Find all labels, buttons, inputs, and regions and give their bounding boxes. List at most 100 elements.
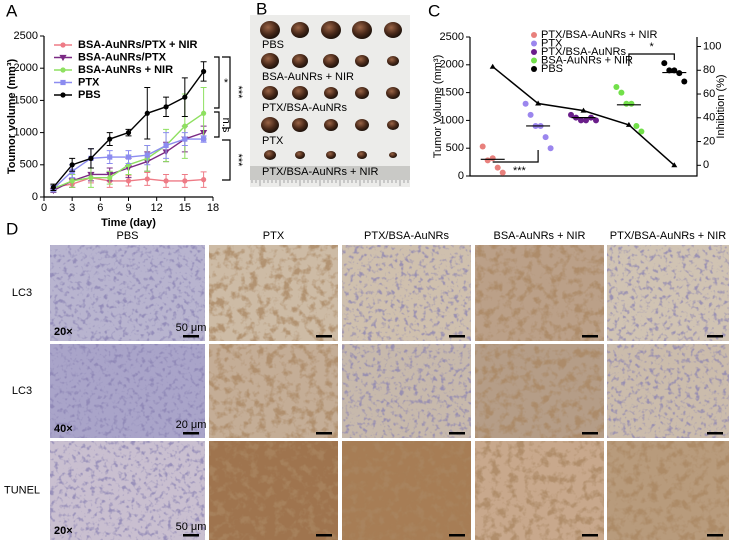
marker xyxy=(50,184,56,190)
micrograph-texture xyxy=(209,245,338,341)
scale-bar xyxy=(582,432,598,435)
micrograph-texture xyxy=(607,441,729,540)
tumor xyxy=(261,53,279,69)
scale-bar xyxy=(316,432,332,435)
scale-bar xyxy=(316,335,332,338)
data-point xyxy=(671,67,678,74)
data-point xyxy=(547,145,554,152)
scale-bar xyxy=(183,534,199,537)
micrograph-texture xyxy=(342,344,471,438)
micrograph-texture xyxy=(607,344,729,438)
tumor xyxy=(324,87,338,99)
micrograph-texture xyxy=(209,441,338,540)
marker xyxy=(107,136,113,142)
y2-tick-label: 80 xyxy=(703,64,715,76)
y2-tick-label: 40 xyxy=(703,112,715,124)
micrograph-texture xyxy=(50,245,205,341)
inhibition-marker xyxy=(489,63,496,69)
column-header: PTX/BSA-AuNRs + NIR xyxy=(610,230,727,242)
legend-label: BSA-AuNRs + NIR xyxy=(541,54,633,66)
magnification: 40× xyxy=(54,423,73,435)
scale-bar xyxy=(707,534,723,537)
data-point xyxy=(633,122,640,129)
legend-marker xyxy=(531,66,537,72)
marker xyxy=(125,178,132,184)
data-point xyxy=(638,128,645,135)
micrograph-texture xyxy=(342,245,471,341)
scale-bar xyxy=(183,335,199,338)
row-label: PTX xyxy=(262,135,284,147)
inhibition-marker xyxy=(580,107,587,113)
data-point xyxy=(494,164,501,171)
y-tick-label: 2500 xyxy=(14,30,38,42)
panel-label: C xyxy=(428,1,440,20)
data-point xyxy=(628,100,635,107)
tumor xyxy=(355,87,369,99)
x-tick-label: 6 xyxy=(97,202,103,214)
marker xyxy=(144,176,150,182)
annotation: * xyxy=(649,41,654,53)
marker xyxy=(182,136,188,142)
tumor xyxy=(326,151,336,159)
marker xyxy=(60,67,66,73)
data-point xyxy=(499,169,506,176)
y-tick-label: 500 xyxy=(20,159,38,171)
marker xyxy=(88,175,94,181)
tumor xyxy=(260,21,280,39)
column-header: PBS xyxy=(116,230,138,242)
y2-tick-label: 20 xyxy=(703,135,715,147)
data-point xyxy=(583,117,589,124)
x-tick-label: 9 xyxy=(125,202,131,214)
marker xyxy=(201,136,207,142)
scale-bar xyxy=(707,335,723,338)
data-point xyxy=(479,143,486,150)
marker xyxy=(59,54,67,62)
panel-label: B xyxy=(256,0,267,18)
marker xyxy=(60,42,66,48)
y-tick-label: 2000 xyxy=(440,59,464,71)
tumor xyxy=(264,150,276,160)
legend-label: BSA-AuNRs/PTX xyxy=(78,51,167,63)
tumor xyxy=(389,152,397,158)
tumor xyxy=(386,87,400,99)
magnification: 20× xyxy=(54,326,73,338)
bracket xyxy=(214,56,220,109)
row-label: PBS xyxy=(262,39,284,51)
column-header: PTX/BSA-AuNRs xyxy=(364,230,449,242)
data-point xyxy=(681,78,688,85)
micrograph-texture xyxy=(50,344,205,438)
scale-bar xyxy=(316,534,332,537)
row-label: PTX/BSA-AuNRs + NIR xyxy=(262,166,379,178)
tumor xyxy=(262,86,278,100)
column-header: BSA-AuNRs + NIR xyxy=(494,230,586,242)
tumor xyxy=(292,54,308,68)
y-tick-label: 500 xyxy=(446,142,464,154)
annotation: *** xyxy=(513,165,527,177)
data-point xyxy=(666,67,673,74)
tumor xyxy=(355,119,369,131)
tumor xyxy=(261,117,279,133)
annotation: * xyxy=(224,77,229,89)
y-tick-label: 1500 xyxy=(440,87,464,99)
tumor xyxy=(352,21,372,39)
y-tick-label: 1000 xyxy=(14,127,38,139)
panel-label: D xyxy=(6,219,18,238)
data-point xyxy=(613,84,620,91)
legend-label: PTX xyxy=(541,37,563,49)
marker xyxy=(107,154,113,160)
legend-marker xyxy=(531,57,537,64)
data-point xyxy=(593,117,599,124)
scale-bar xyxy=(582,534,598,537)
panel-label: A xyxy=(6,1,18,20)
data-point xyxy=(522,100,529,107)
marker xyxy=(69,178,75,184)
tumor xyxy=(295,151,305,159)
inhibition-marker xyxy=(671,162,678,168)
marker xyxy=(144,110,150,116)
micrograph-texture xyxy=(50,441,205,540)
y-tick-label: 2000 xyxy=(14,62,38,74)
y2-tick-label: 0 xyxy=(703,159,709,171)
y-axis-label: Tumor Volume (mm³) xyxy=(432,55,444,159)
y-tick-label: 0 xyxy=(458,170,464,182)
marker xyxy=(125,154,132,160)
